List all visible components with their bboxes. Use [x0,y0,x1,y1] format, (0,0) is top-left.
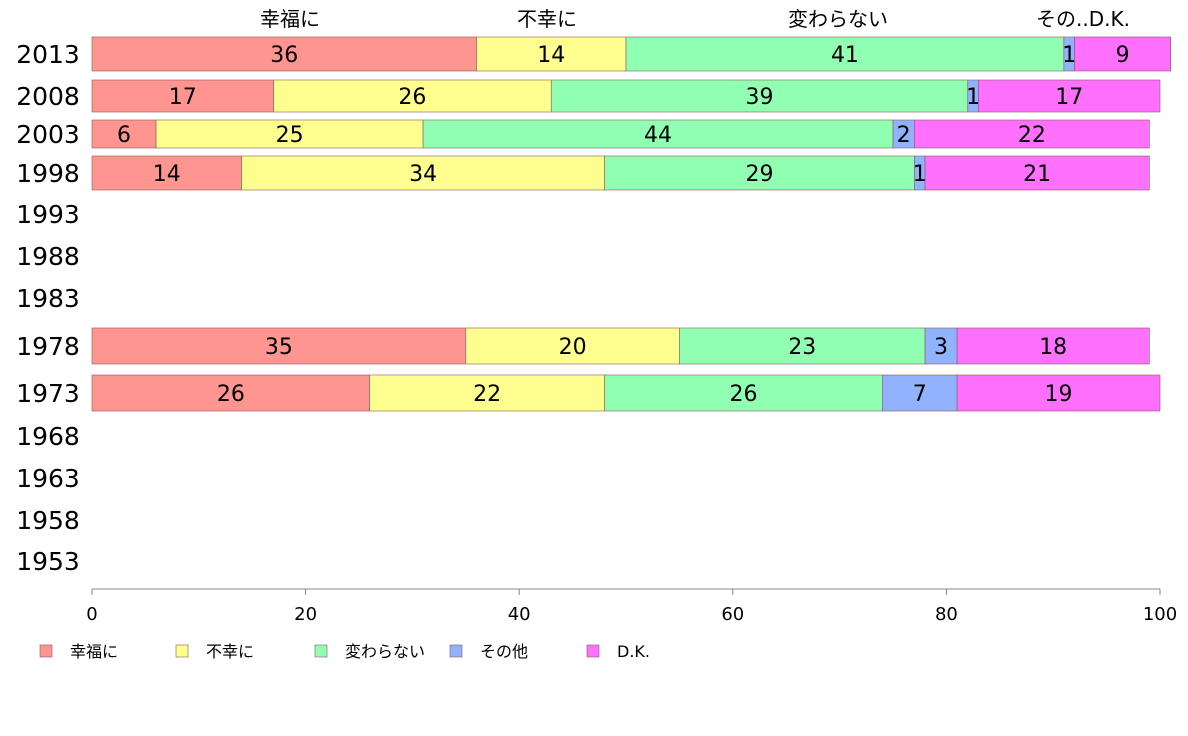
x-tick-label: 40 [508,604,531,625]
bar-segment [625,36,1065,72]
legend-swatch [586,644,600,658]
top-label: 変わらない [788,7,888,31]
bar-segment [604,374,883,412]
bar-value-label: 36 [270,43,298,68]
bar-value-label: 17 [169,85,197,110]
bar-segment [91,79,274,113]
x-tick-label: 0 [86,604,97,625]
legend-swatch [39,644,53,658]
bar-segment [956,327,1150,365]
bar-segment [91,327,467,365]
legend-label: 変わらない [345,642,425,661]
top-label: 幸福に [260,7,320,31]
bar-segment [91,155,242,191]
bar-value-label: 9 [1116,43,1130,68]
y-tick-label: 1983 [16,284,80,313]
y-tick-label: 2008 [16,82,80,111]
bar-value-label: 25 [276,123,304,148]
bar-segment [924,155,1150,191]
bar-value-label: 14 [153,162,181,187]
y-tick-label: 2003 [16,120,80,149]
bar-value-label: 1 [966,85,980,110]
bar-segment [369,374,605,412]
legend-label: 不幸に [206,642,254,661]
legend-label: D.K. [617,642,650,661]
bar-value-label: 6 [117,123,131,148]
bar-value-label: 29 [746,162,774,187]
bar-value-label: 35 [265,335,293,360]
bar-segment [882,374,958,412]
legend-swatch [449,644,463,658]
x-tick-label: 80 [935,604,958,625]
bar-value-label: 2 [897,123,911,148]
y-tick-label: 1998 [16,159,80,188]
bar-value-label: 23 [788,335,816,360]
bar-value-label: 20 [559,335,587,360]
top-label: その..D.K. [1036,7,1130,31]
y-tick-label: 1963 [16,464,80,493]
bar-segment [91,119,157,149]
bar-value-label: 22 [1018,123,1046,148]
bar-segment [914,119,1150,149]
bar-segment [978,79,1161,113]
bar-segment [465,327,680,365]
bar-value-label: 14 [537,43,565,68]
top-label: 不幸に [517,7,577,31]
y-tick-label: 1973 [16,379,80,408]
bar-value-label: 26 [729,382,757,407]
legend-swatch [175,644,189,658]
bar-value-label: 1 [1062,43,1076,68]
bar-value-label: 39 [746,85,774,110]
bar-segment [956,374,1161,412]
x-axis: 0 20 40 60 80 100 [86,588,1177,625]
bar-value-label: 41 [831,43,859,68]
bar-value-label: 17 [1055,85,1083,110]
y-tick-label: 2013 [16,40,80,69]
bar-value-label: 19 [1045,382,1073,407]
bar-value-label: 18 [1039,335,1067,360]
legend-label: その他 [480,642,528,661]
bar-segment [273,79,552,113]
top-labels: 幸福に 不幸に 変わらない その..D.K. [260,7,1130,31]
bar-segment [924,327,958,365]
bar-value-label: 21 [1023,162,1051,187]
bar-segment [91,36,477,72]
bar-segment [241,155,605,191]
y-tick-label: 1978 [16,332,80,361]
bar-segment [604,155,915,191]
y-tick-label: 1953 [16,547,80,576]
y-tick-label: 1968 [16,422,80,451]
bar-segment [422,119,894,149]
bar-value-label: 3 [934,335,948,360]
y-tick-label: 1993 [16,200,80,229]
bar-value-label: 7 [913,382,927,407]
bar-value-label: 34 [409,162,437,187]
legend-swatch [314,644,328,658]
bar-value-label: 1 [913,162,927,187]
bar-segment [476,36,627,72]
legend: 幸福に 不幸に 変わらない その他 D.K. [39,642,650,661]
bar-value-label: 26 [398,85,426,110]
x-tick-label: 20 [294,604,317,625]
x-tick-label: 100 [1143,604,1177,625]
bar-segment [550,79,969,113]
bar-value-label: 26 [217,382,245,407]
bar-value-label: 22 [473,382,501,407]
y-tick-label: 1988 [16,242,80,271]
legend-label: 幸福に [70,642,118,661]
x-tick-label: 60 [721,604,744,625]
y-tick-label: 1958 [16,506,80,535]
bar-value-label: 44 [644,123,672,148]
bar-segment [91,374,370,412]
bar-segment [1074,36,1171,72]
bar-segment [679,327,926,365]
y-axis-labels: 2013 2008 2003 1998 1993 1988 1983 1978 1973 1968… [16,40,80,576]
